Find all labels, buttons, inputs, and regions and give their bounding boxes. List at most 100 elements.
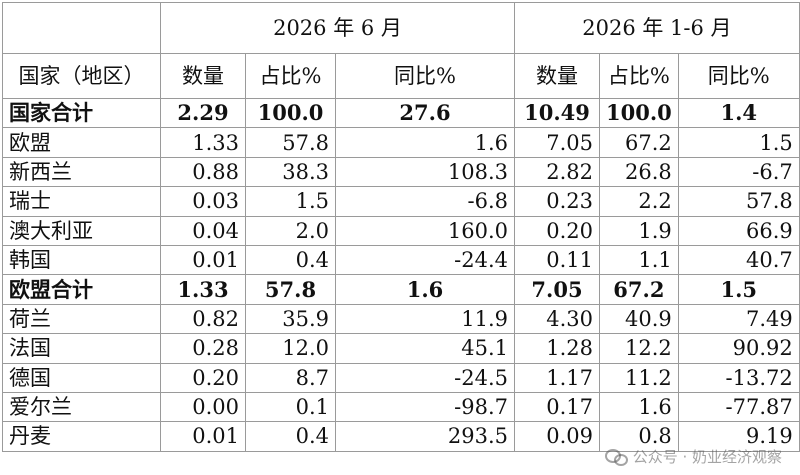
month-share-cell: 8.7 xyxy=(245,362,336,393)
table-row: 丹麦 0.01 0.4 293.5 0.09 0.8 9.19 xyxy=(2,421,800,452)
period-ytd-header: 2026 年 1-6 月 xyxy=(514,2,800,54)
month-yoy-cell: 108.3 xyxy=(335,156,515,188)
ytd-qty-cell: 0.23 xyxy=(514,186,600,217)
ytd-share-cell: 1.9 xyxy=(599,215,679,246)
col-ytd-yoy-header: 同比% xyxy=(677,53,800,99)
table-row: 韩国 0.01 0.4 -24.4 0.11 1.1 40.7 xyxy=(2,244,800,276)
ytd-yoy-cell: 1.5 xyxy=(677,274,800,305)
region-cell: 韩国 xyxy=(2,244,161,276)
ytd-yoy-cell: 66.9 xyxy=(677,215,800,246)
ytd-qty-cell: 7.05 xyxy=(514,127,600,158)
month-yoy-cell: 160.0 xyxy=(335,215,515,246)
period-month-header: 2026 年 6 月 xyxy=(160,2,515,54)
month-qty-cell: 0.20 xyxy=(160,362,246,393)
ytd-yoy-cell: 57.8 xyxy=(677,186,800,217)
month-qty-cell: 0.88 xyxy=(160,156,246,188)
table-row: 爱尔兰 0.00 0.1 -98.7 0.17 1.6 -77.87 xyxy=(2,391,800,423)
ytd-share-cell: 1.6 xyxy=(599,391,679,423)
month-yoy-cell: -24.5 xyxy=(335,362,515,393)
region-cell: 欧盟 xyxy=(2,127,161,158)
ytd-qty-cell: 7.05 xyxy=(514,274,600,305)
region-cell: 欧盟合计 xyxy=(2,274,161,305)
column-header-row: 国家（地区） 数量 占比% 同比% 数量 占比% 同比% xyxy=(2,53,800,99)
region-cell: 瑞士 xyxy=(2,186,161,217)
month-qty-cell: 1.33 xyxy=(160,127,246,158)
month-yoy-cell: -6.8 xyxy=(335,186,515,217)
month-share-cell: 0.4 xyxy=(245,244,336,276)
ytd-share-cell: 1.1 xyxy=(599,244,679,276)
ytd-qty-cell: 0.20 xyxy=(514,215,600,246)
ytd-qty-cell: 2.82 xyxy=(514,156,600,188)
month-yoy-cell: 1.6 xyxy=(335,274,515,305)
col-month-yoy-header: 同比% xyxy=(335,53,515,99)
month-qty-cell: 0.28 xyxy=(160,333,246,364)
header-blank-cell xyxy=(2,2,161,54)
region-cell: 澳大利亚 xyxy=(2,215,161,246)
region-cell: 新西兰 xyxy=(2,156,161,188)
ytd-qty-cell: 1.28 xyxy=(514,333,600,364)
col-month-share-header: 占比% xyxy=(245,53,336,99)
ytd-yoy-cell: 1.4 xyxy=(677,97,800,129)
month-share-cell: 35.9 xyxy=(245,303,336,335)
ytd-yoy-cell: 7.49 xyxy=(677,303,800,335)
ytd-share-cell: 26.8 xyxy=(599,156,679,188)
month-qty-cell: 0.82 xyxy=(160,303,246,335)
col-month-qty-header: 数量 xyxy=(160,53,246,99)
region-cell: 爱尔兰 xyxy=(2,391,161,423)
ytd-share-cell: 40.9 xyxy=(599,303,679,335)
ytd-yoy-cell: -77.87 xyxy=(677,391,800,423)
table-row: 瑞士 0.03 1.5 -6.8 0.23 2.2 57.8 xyxy=(2,186,800,217)
ytd-share-cell: 12.2 xyxy=(599,333,679,364)
table-row: 澳大利亚 0.04 2.0 160.0 0.20 1.9 66.9 xyxy=(2,215,800,246)
month-share-cell: 57.8 xyxy=(245,274,336,305)
ytd-qty-cell: 0.17 xyxy=(514,391,600,423)
month-yoy-cell: -98.7 xyxy=(335,391,515,423)
table-row: 荷兰 0.82 35.9 11.9 4.30 40.9 7.49 xyxy=(2,303,800,335)
ytd-qty-cell: 4.30 xyxy=(514,303,600,335)
ytd-share-cell: 67.2 xyxy=(599,127,679,158)
ytd-share-cell: 2.2 xyxy=(599,186,679,217)
ytd-qty-cell: 0.11 xyxy=(514,244,600,276)
ytd-share-cell: 67.2 xyxy=(599,274,679,305)
ytd-yoy-cell: 90.92 xyxy=(677,333,800,364)
month-qty-cell: 0.04 xyxy=(160,215,246,246)
table-row: 德国 0.20 8.7 -24.5 1.17 11.2 -13.72 xyxy=(2,362,800,393)
ytd-yoy-cell: 1.5 xyxy=(677,127,800,158)
table-body: 国家合计 2.29 100.0 27.6 10.49 100.0 1.4 欧盟 1.33 57.8… xyxy=(2,97,800,452)
month-qty-cell: 0.03 xyxy=(160,186,246,217)
period-header-row: 2026 年 6 月 2026 年 1-6 月 xyxy=(2,2,800,54)
region-cell: 国家合计 xyxy=(2,97,161,129)
month-share-cell: 100.0 xyxy=(245,97,336,129)
month-share-cell: 57.8 xyxy=(245,127,336,158)
ytd-qty-cell: 0.09 xyxy=(514,421,600,452)
month-share-cell: 0.1 xyxy=(245,391,336,423)
month-share-cell: 38.3 xyxy=(245,156,336,188)
table-row: 法国 0.28 12.0 45.1 1.28 12.2 90.92 xyxy=(2,333,800,364)
ytd-yoy-cell: 40.7 xyxy=(677,244,800,276)
region-cell: 法国 xyxy=(2,333,161,364)
table-row: 欧盟 1.33 57.8 1.6 7.05 67.2 1.5 xyxy=(2,127,800,158)
month-qty-cell: 0.01 xyxy=(160,421,246,452)
col-region-header: 国家（地区） xyxy=(2,53,161,99)
table-total-row: 国家合计 2.29 100.0 27.6 10.49 100.0 1.4 xyxy=(2,97,800,129)
dairy-import-table: 2026 年 6 月 2026 年 1-6 月 国家（地区） 数量 占比% 同比… xyxy=(2,2,800,452)
region-cell: 荷兰 xyxy=(2,303,161,335)
month-yoy-cell: 45.1 xyxy=(335,333,515,364)
month-yoy-cell: 1.6 xyxy=(335,127,515,158)
month-yoy-cell: 11.9 xyxy=(335,303,515,335)
month-qty-cell: 2.29 xyxy=(160,97,246,129)
region-cell: 德国 xyxy=(2,362,161,393)
month-qty-cell: 1.33 xyxy=(160,274,246,305)
ytd-share-cell: 100.0 xyxy=(599,97,679,129)
month-share-cell: 0.4 xyxy=(245,421,336,452)
table-row: 新西兰 0.88 38.3 108.3 2.82 26.8 -6.7 xyxy=(2,156,800,188)
month-yoy-cell: -24.4 xyxy=(335,244,515,276)
month-yoy-cell: 293.5 xyxy=(335,421,515,452)
month-share-cell: 1.5 xyxy=(245,186,336,217)
ytd-yoy-cell: -13.72 xyxy=(677,362,800,393)
month-qty-cell: 0.00 xyxy=(160,391,246,423)
month-share-cell: 2.0 xyxy=(245,215,336,246)
ytd-qty-cell: 1.17 xyxy=(514,362,600,393)
ytd-yoy-cell: 9.19 xyxy=(677,421,800,452)
table-total-row: 欧盟合计 1.33 57.8 1.6 7.05 67.2 1.5 xyxy=(2,274,800,305)
